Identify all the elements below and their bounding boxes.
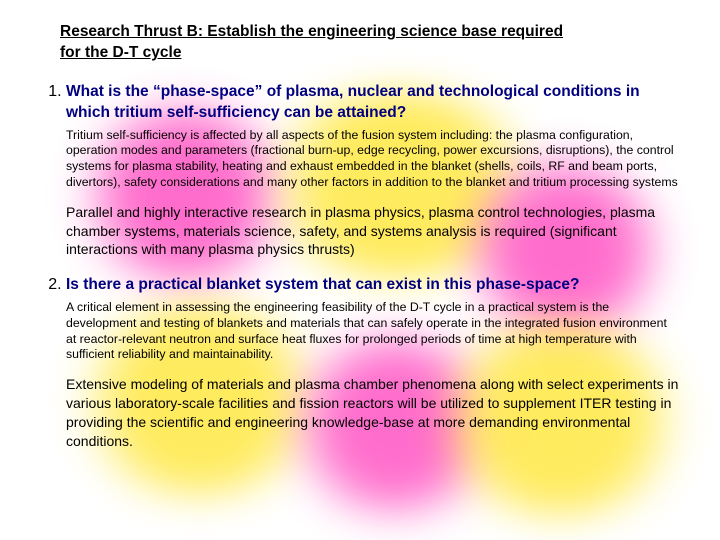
question-summary: Extensive modeling of materials and plas… <box>66 375 680 451</box>
title-lead: Research Thrust B: <box>60 23 203 40</box>
question-heading: What is the “phase-space” of plasma, nuc… <box>66 82 680 124</box>
slide-title: Research Thrust B: Establish the enginee… <box>60 22 680 64</box>
question-heading: Is there a practical blanket system that… <box>66 275 680 296</box>
question-detail: A critical element in assessing the engi… <box>66 300 680 363</box>
title-rest: Establish the engineering science base r… <box>203 23 563 40</box>
slide-content: Research Thrust B: Establish the enginee… <box>0 0 720 479</box>
title-line2: for the D-T cycle <box>60 44 181 61</box>
question-detail: Tritium self-sufficiency is affected by … <box>66 128 680 191</box>
question-list: What is the “phase-space” of plasma, nuc… <box>40 82 680 451</box>
list-item: Is there a practical blanket system that… <box>66 275 680 450</box>
list-item: What is the “phase-space” of plasma, nuc… <box>66 82 680 259</box>
question-summary: Parallel and highly interactive research… <box>66 203 680 260</box>
